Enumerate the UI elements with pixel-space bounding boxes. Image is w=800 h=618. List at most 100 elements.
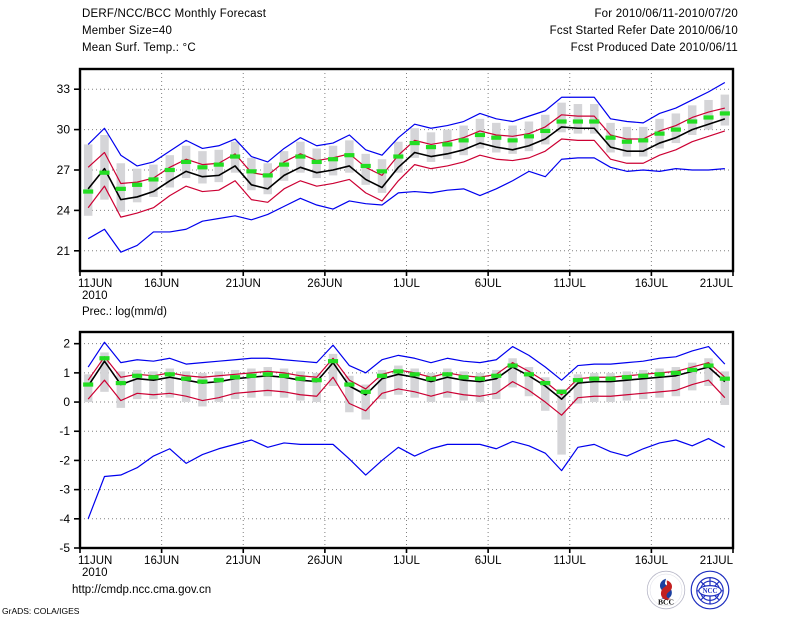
x-axis-tick-label: 11JUL — [554, 555, 587, 567]
series-line-ensemble-min — [87, 437, 726, 520]
x-axis-tick-label: 21JUL — [700, 278, 734, 290]
x-axis-tick-label: 11JUL — [554, 278, 587, 290]
y-axis-tick-label: 27 — [57, 163, 71, 177]
spread-bar — [492, 369, 501, 400]
spread-bar — [198, 372, 207, 407]
y-axis-tick-label: -4 — [59, 512, 70, 526]
series-line-ensemble-mean — [87, 118, 726, 201]
series-line-ensemble-max — [87, 341, 726, 381]
y-axis-tick-label: 21 — [57, 244, 71, 258]
chart-panel-precipitation: -5 -4 -3 -2 -1 0 1 2 11JUN 16JUN 21JUN 26JUN 1JUL 6JU… — [59, 330, 735, 579]
y-axis-tick-label: 1 — [63, 366, 70, 380]
series-line-ensemble-min — [87, 157, 725, 253]
series-line-ensemble-max — [87, 81, 726, 167]
spread-bar — [230, 369, 240, 400]
y-axis-tick-label: 33 — [57, 82, 71, 96]
spread-bar — [361, 384, 370, 420]
spread-bar — [459, 371, 468, 401]
spread-bar — [377, 369, 387, 400]
spread-bar — [573, 104, 583, 134]
footer-grads-credit: GrADS: COLA/IGES — [2, 606, 80, 616]
spread-bar — [263, 367, 272, 397]
y-axis-tick-label: -5 — [59, 541, 70, 555]
bcc-logo-icon: BCC — [646, 570, 686, 610]
spread-bar — [132, 369, 142, 400]
spread-bar — [361, 153, 370, 185]
spread-bar — [83, 144, 93, 216]
x-axis-tick-label: 11JUN — [78, 278, 112, 290]
series-line-ensemble-mean — [87, 360, 726, 400]
svg-text:NCC: NCC — [703, 588, 718, 595]
spread-bar — [279, 368, 289, 398]
temp-chart-label: Mean Surf. Temp.: °C — [82, 42, 196, 54]
x-axis-tick-label: 21JUN — [226, 278, 261, 290]
x-axis-tick-label: 16JUN — [144, 555, 179, 567]
spread-bar — [524, 367, 534, 397]
spread-bar — [214, 371, 224, 403]
spread-bar — [426, 372, 436, 403]
spread-bar — [508, 358, 517, 388]
spread-bar — [655, 368, 664, 398]
title-forecast: DERF/NCC/BCC Monthly Forecast — [82, 8, 267, 20]
x-axis-tick-label: 16JUL — [635, 555, 669, 567]
x-axis-tick-label: 11JUN — [78, 555, 112, 567]
spread-bar — [589, 372, 599, 403]
y-axis-tick-label: 0 — [63, 395, 70, 409]
spread-bar — [100, 134, 109, 200]
series-line-upper-quartile — [87, 356, 726, 396]
spread-bar — [638, 369, 648, 400]
spread-bar — [83, 374, 93, 403]
series-line-lower-quartile — [87, 376, 726, 416]
forecast-period: For 2010/06/11-2010/07/20 — [594, 8, 738, 20]
x-axis-tick-label: 6JUL — [475, 555, 502, 567]
spread-bar — [589, 104, 599, 134]
spread-bar — [687, 362, 697, 391]
spread-bar — [720, 371, 730, 405]
spread-bar — [345, 375, 354, 413]
spread-bar — [165, 368, 175, 398]
spread-bar — [704, 99, 713, 130]
spread-bar — [573, 374, 583, 404]
y-axis-tick-label: -3 — [59, 483, 70, 497]
spread-bar — [606, 372, 615, 403]
prec-chart-label: Prec.: log(mm/d) — [82, 306, 167, 318]
spread-bar — [704, 358, 713, 386]
spread-bar — [394, 365, 403, 395]
spread-bar — [263, 163, 272, 195]
spread-bar — [410, 368, 419, 398]
x-axis-tick-label: 6JUL — [475, 278, 502, 290]
spread-bar — [116, 371, 126, 408]
spread-bar — [557, 388, 566, 455]
y-axis-tick-label: -2 — [59, 453, 70, 467]
spread-bar — [377, 159, 387, 193]
svg-text:BCC: BCC — [658, 597, 674, 606]
spread-bar — [149, 371, 158, 400]
spread-bar — [541, 377, 550, 411]
x-axis-tick-label: 1JUL — [393, 278, 420, 290]
x-axis-year-label: 2010 — [82, 567, 108, 579]
x-axis-tick-label: 16JUL — [635, 278, 669, 290]
x-axis-tick-label: 21JUN — [226, 555, 261, 567]
member-size: Member Size=40 — [82, 25, 173, 37]
y-axis-tick-label: 2 — [63, 337, 70, 351]
spread-bar — [443, 368, 452, 398]
spread-bar — [247, 157, 256, 191]
ncc-logo-icon: NCC — [690, 570, 730, 610]
spread-bar — [312, 372, 321, 403]
x-axis-tick-label: 16JUN — [144, 278, 179, 290]
chart-panel-temperature: 21 24 27 30 33 11JUN 16JUN 21JUN 26JUN 1JUL 6JUL 11… — [57, 67, 735, 318]
spread-bar — [181, 371, 191, 403]
fcst-produced-date: Fcst Produced Date 2010/06/11 — [570, 42, 738, 54]
spread-bar — [328, 353, 338, 386]
footer-url[interactable]: http://cmdp.ncc.cma.gov.cn — [72, 584, 212, 596]
y-axis-tick-label: 30 — [57, 123, 71, 137]
x-axis-year-label: 2010 — [82, 290, 108, 302]
spread-bar — [475, 372, 485, 403]
x-axis-tick-label: 26JUN — [307, 278, 342, 290]
spread-bar — [100, 352, 109, 392]
spread-bar — [557, 102, 566, 133]
series-line-lower-quartile — [87, 130, 726, 218]
y-axis-tick-label: 24 — [57, 203, 71, 217]
x-axis-tick-label: 1JUL — [393, 555, 420, 567]
